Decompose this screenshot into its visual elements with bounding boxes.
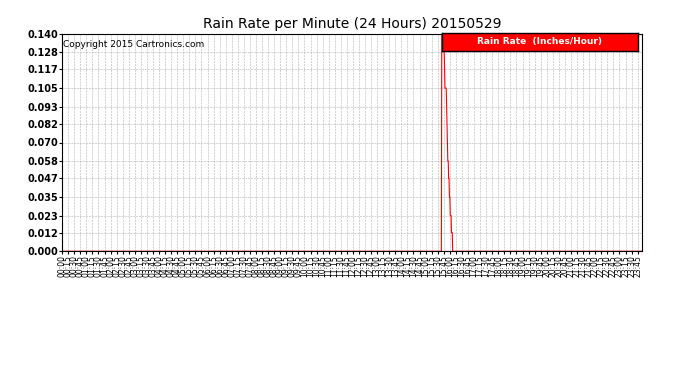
Title: Rain Rate per Minute (24 Hours) 20150529: Rain Rate per Minute (24 Hours) 20150529	[203, 17, 501, 31]
Text: Copyright 2015 Cartronics.com: Copyright 2015 Cartronics.com	[63, 40, 204, 49]
